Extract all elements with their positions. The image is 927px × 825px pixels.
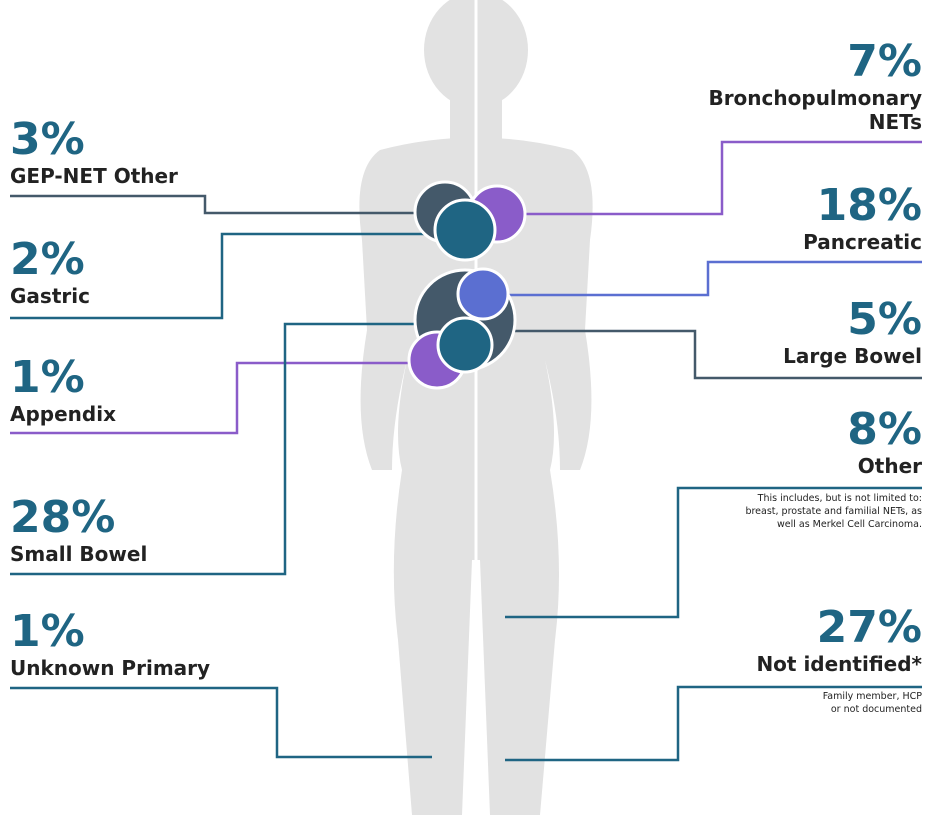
percent: 27% (756, 604, 922, 652)
callout: 2%Gastric (10, 236, 90, 308)
percent: 28% (10, 494, 147, 542)
label: GEP-NET Other (10, 164, 178, 188)
label: Unknown Primary (10, 656, 210, 680)
page: 3%GEP-NET Other2%Gastric1%Appendix28%Sma… (0, 0, 927, 825)
callout: 3%GEP-NET Other (10, 116, 178, 188)
percent: 2% (10, 236, 90, 284)
label: Appendix (10, 402, 116, 426)
callout: 1%Unknown Primary (10, 608, 210, 680)
label: Large Bowel (783, 344, 922, 368)
percent: 5% (783, 296, 922, 344)
callout: 18%Pancreatic (803, 182, 922, 254)
label: Not identified* (756, 652, 922, 676)
note: Family member, HCP or not documented (812, 690, 922, 716)
callout: 7%Bronchopulmonary NETs (707, 38, 922, 134)
percent: 1% (10, 354, 116, 402)
callout: 5%Large Bowel (783, 296, 922, 368)
percent: 7% (707, 38, 922, 86)
label: Small Bowel (10, 542, 147, 566)
percent: 3% (10, 116, 178, 164)
percent: 18% (803, 182, 922, 230)
label: Pancreatic (803, 230, 922, 254)
label: Gastric (10, 284, 90, 308)
callout: 27%Not identified* Family member, HCP or … (756, 604, 922, 716)
callout: 1%Appendix (10, 354, 116, 426)
percent: 8% (737, 406, 922, 454)
label: Other (737, 454, 922, 478)
label: Bronchopulmonary NETs (707, 86, 922, 134)
callout: 28%Small Bowel (10, 494, 147, 566)
percent: 1% (10, 608, 210, 656)
callout: 8%Other This includes, but is not limited… (737, 406, 922, 531)
note: This includes, but is not limited to: br… (737, 492, 922, 531)
